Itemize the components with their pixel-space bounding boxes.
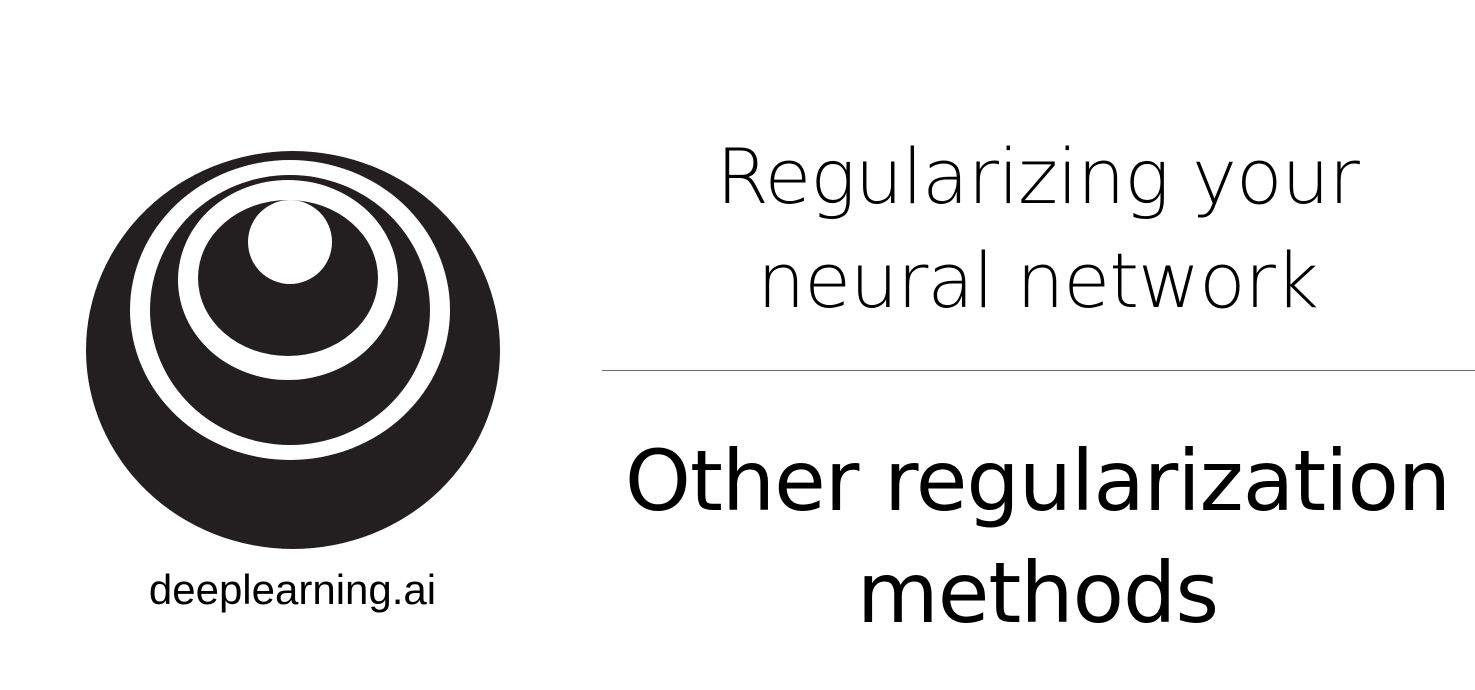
logo-wordmark: deeplearning.ai <box>148 566 437 613</box>
logo: deeplearning.ai <box>80 148 505 628</box>
concentric-circles-logo-icon <box>84 150 502 550</box>
slide-title-line-2: neural network <box>757 236 1319 325</box>
slide-subtitle-line-2: methods <box>856 544 1219 642</box>
slide-subtitle-line-1: Other regularization <box>624 432 1451 530</box>
slide-title-line-1: Regularizing your <box>716 132 1360 221</box>
slide-title: Regularizing your neural network <box>600 125 1475 335</box>
slide-subtitle: Other regularization methods <box>600 425 1475 665</box>
divider <box>602 370 1475 371</box>
